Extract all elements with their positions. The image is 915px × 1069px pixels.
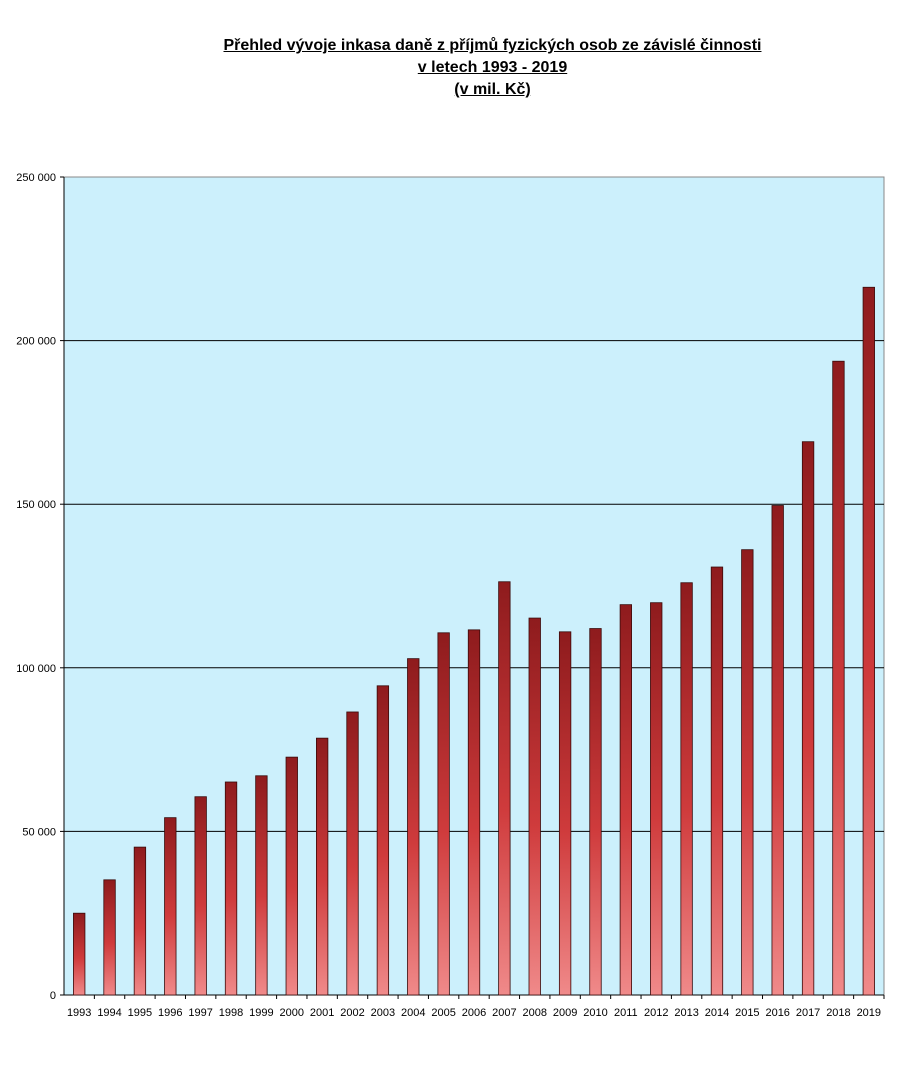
x-tick-label: 1997: [188, 1007, 212, 1019]
x-tick-label: 1993: [67, 1007, 91, 1019]
x-tick-label: 2011: [614, 1007, 638, 1019]
bar-2012: [650, 602, 663, 996]
x-tick-label: 2010: [583, 1007, 607, 1019]
bar-1994: [103, 879, 116, 996]
title-line-1: Přehled vývoje inkasa daně z příjmů fyzi…: [223, 37, 762, 54]
x-tick-label: 1994: [97, 1007, 121, 1019]
x-tick-label: 2008: [522, 1007, 546, 1019]
y-tick-label: 0: [50, 990, 56, 1002]
x-tick-label: 2000: [280, 1007, 304, 1019]
bar-2018: [832, 360, 845, 996]
bar-1996: [164, 817, 177, 996]
bar-1993: [73, 912, 86, 996]
x-tick-label: 2002: [340, 1007, 364, 1019]
plot-area: 0 50 000 100 000 150 000 200 000 250 000 1993 1…: [16, 172, 885, 1019]
x-tick-label: 2006: [462, 1007, 486, 1019]
bar-2007: [498, 581, 511, 996]
bar-1997: [194, 796, 207, 996]
y-tick-label: 250 000: [16, 172, 56, 184]
bar-2015: [741, 549, 754, 996]
bar-2019: [862, 286, 875, 996]
y-tick-label: 150 000: [16, 499, 56, 511]
x-tick-label: 2003: [371, 1007, 395, 1019]
y-tick-label: 100 000: [16, 663, 56, 675]
chart-title: Přehled vývoje inkasa daně z příjmů fyzi…: [0, 35, 915, 101]
x-tick-label: 2013: [674, 1007, 698, 1019]
x-tick-label: 2018: [826, 1007, 850, 1019]
x-tick-label: 2014: [705, 1007, 729, 1019]
bar-1995: [133, 846, 147, 996]
bar-2000: [285, 756, 298, 996]
x-tick-label: 1998: [219, 1007, 243, 1019]
bar-2016: [771, 505, 784, 996]
bar-2005: [437, 632, 450, 996]
bar-2011: [619, 604, 633, 996]
y-tick-label: 200 000: [16, 336, 56, 348]
bar-1998: [224, 781, 238, 996]
x-tick-label: 2012: [644, 1007, 668, 1019]
bar-1999: [255, 775, 268, 996]
title-line-3: (v mil. Kč): [454, 81, 531, 98]
x-tick-label: 2001: [310, 1007, 334, 1019]
bar-2010: [589, 628, 602, 996]
bar-2017: [801, 441, 815, 996]
bar-2014: [710, 566, 724, 996]
x-tick-label: 2004: [401, 1007, 425, 1019]
x-tick-label: 1995: [128, 1007, 152, 1019]
x-tick-label: 2019: [857, 1007, 881, 1019]
bar-2003: [376, 685, 390, 996]
x-tick-label: 2007: [492, 1007, 516, 1019]
bar-2013: [680, 582, 693, 996]
x-tick-label: 1999: [249, 1007, 273, 1019]
bar-2009: [558, 631, 572, 996]
bar-2002: [346, 711, 359, 996]
bar-2006: [467, 629, 481, 996]
x-tick-label: 2016: [765, 1007, 789, 1019]
x-tick-label: 2009: [553, 1007, 577, 1019]
x-tick-label: 2017: [796, 1007, 820, 1019]
x-tick-label: 1996: [158, 1007, 182, 1019]
bar-2008: [528, 617, 541, 996]
x-tick-label: 2005: [431, 1007, 455, 1019]
y-tick-label: 50 000: [22, 826, 56, 838]
x-tick-label: 2015: [735, 1007, 759, 1019]
bar-2001: [315, 737, 329, 996]
bar-2004: [407, 658, 420, 996]
title-line-2: v letech 1993 - 2019: [417, 59, 568, 76]
